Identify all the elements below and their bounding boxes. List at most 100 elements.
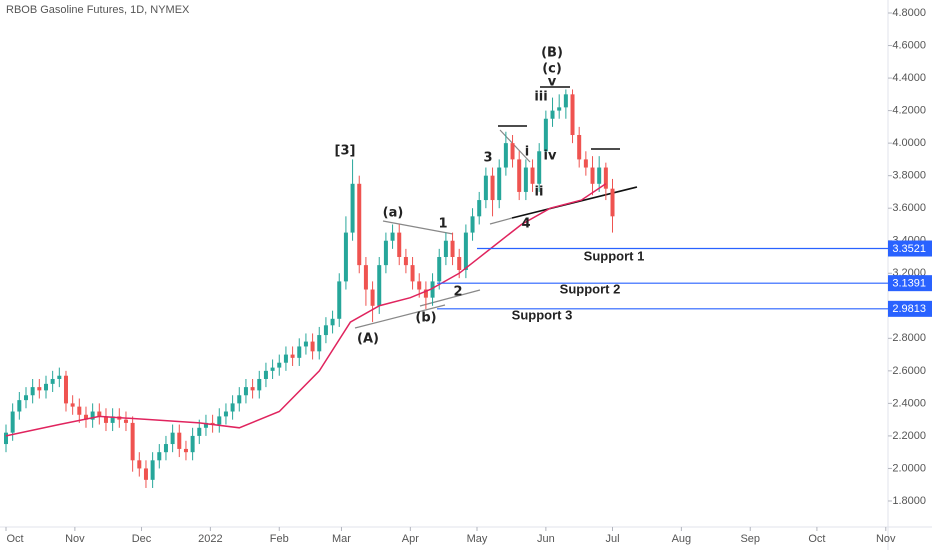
- wave-label: iv: [544, 149, 557, 164]
- candle-body: [170, 432, 175, 445]
- candle-body: [3, 432, 8, 445]
- wave-label: v: [548, 75, 557, 90]
- candle-body: [297, 346, 302, 358]
- candle-body: [423, 289, 428, 298]
- candle-body: [10, 411, 15, 433]
- candle-body: [403, 256, 408, 266]
- wave-label: [3]: [335, 144, 356, 159]
- candle-body: [210, 422, 215, 425]
- candle-body: [583, 159, 588, 168]
- chart-title: RBOB Gasoline Futures, 1D, NYMEX: [6, 4, 190, 16]
- candle-body: [537, 151, 542, 184]
- candle-body: [17, 400, 22, 412]
- x-tick-label: Mar: [332, 533, 351, 545]
- candle-body: [77, 406, 82, 415]
- candle-body: [97, 411, 102, 417]
- candle-body: [590, 167, 595, 184]
- candle-body: [223, 411, 228, 417]
- price-tag-label: 3.1391: [892, 278, 926, 290]
- candle-body: [457, 256, 462, 271]
- candles: [3, 89, 615, 488]
- y-tick-label: 4.2000: [892, 105, 926, 117]
- candle-body: [597, 167, 602, 184]
- candle-body: [230, 403, 235, 412]
- candle-body: [390, 232, 395, 241]
- price-tag-label: 2.9813: [892, 303, 926, 315]
- x-tick-label: Dec: [132, 533, 152, 545]
- wave-label: (c): [542, 62, 562, 77]
- candle-body: [103, 416, 108, 423]
- y-tick-label: 2.8000: [892, 332, 926, 344]
- y-tick-label: 4.0000: [892, 137, 926, 149]
- wave-label: 1: [438, 217, 447, 232]
- moving-average: [5, 183, 607, 437]
- candle-body: [477, 200, 482, 217]
- candle-body: [417, 281, 422, 290]
- candle-body: [490, 175, 495, 201]
- candle-body: [450, 240, 455, 257]
- candle-body: [510, 143, 515, 160]
- wave-label: (b): [415, 311, 436, 326]
- x-tick-label: Feb: [270, 533, 289, 545]
- trend-line: [499, 129, 531, 163]
- candle-body: [83, 414, 88, 420]
- candle-body: [290, 354, 295, 358]
- candle-body: [177, 432, 182, 449]
- candle-body: [63, 375, 68, 404]
- wave-label: (B): [541, 46, 563, 61]
- candle-body: [110, 416, 115, 423]
- y-tick-label: 4.4000: [892, 72, 926, 84]
- y-tick-label: 2.0000: [892, 462, 926, 474]
- candle-body: [377, 265, 382, 306]
- candle-body: [383, 240, 388, 266]
- y-tick-label: 3.6000: [892, 202, 926, 214]
- candle-body: [250, 387, 255, 391]
- x-tick-label: Jul: [605, 533, 619, 545]
- candle-body: [610, 188, 615, 217]
- candle-body: [570, 94, 575, 136]
- candle-body: [503, 143, 508, 168]
- candle-body: [143, 468, 148, 480]
- candle-body: [470, 216, 475, 233]
- support-label: Support 1: [584, 248, 645, 263]
- candle-body: [603, 167, 608, 189]
- candle-body: [123, 419, 128, 423]
- candle-body: [443, 240, 448, 257]
- candle-body: [157, 452, 162, 461]
- candle-body: [370, 289, 375, 306]
- candle-body: [50, 378, 55, 384]
- candle-body: [330, 318, 335, 326]
- candle-body: [37, 387, 42, 391]
- candle-body: [23, 395, 28, 401]
- trend-line: [382, 220, 454, 235]
- candle-body: [437, 256, 442, 282]
- trend-lines: [354, 86, 638, 329]
- candle-body: [350, 183, 355, 233]
- candle-body: [343, 232, 348, 282]
- candle-body: [517, 159, 522, 192]
- x-tick-label: May: [467, 533, 488, 545]
- candle-body: [150, 460, 155, 480]
- wave-label: (A): [357, 332, 379, 347]
- wave-label: iii: [534, 90, 547, 105]
- candle-body: [137, 460, 142, 469]
- candle-body: [237, 395, 242, 404]
- candle-body: [550, 110, 555, 119]
- candle-body: [530, 167, 535, 184]
- y-tick-label: 4.8000: [892, 7, 926, 19]
- trend-line: [419, 289, 481, 307]
- x-tick-label: Sep: [740, 533, 760, 545]
- candle-body: [217, 416, 222, 425]
- candle-body: [90, 411, 95, 420]
- wave-label: 3: [483, 151, 492, 166]
- support-label: Support 2: [560, 281, 621, 296]
- wave-label: i: [525, 145, 529, 160]
- candle-body: [163, 444, 168, 453]
- candle-body: [497, 167, 502, 201]
- candle-body: [30, 387, 35, 396]
- candle-body: [277, 362, 282, 368]
- price-tag: [888, 300, 932, 317]
- candle-body: [130, 422, 135, 461]
- candle-body: [310, 341, 315, 352]
